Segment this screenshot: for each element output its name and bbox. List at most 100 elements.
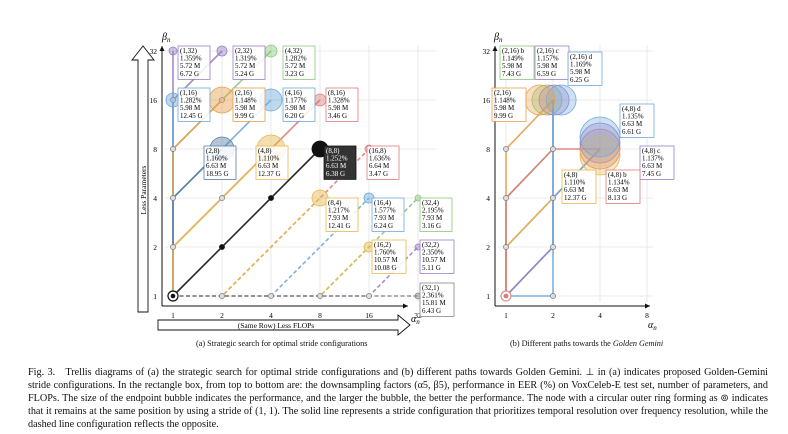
- less-flops-arrow: [157, 314, 411, 336]
- info-box-line: 12.45 G: [180, 112, 203, 120]
- info-box-frame: [203, 145, 237, 180]
- info-box-line: (2,16): [235, 89, 253, 97]
- subcaption-b: (b) Different paths towards the Golden G…: [510, 339, 663, 348]
- info-box-frame: [282, 45, 316, 80]
- path-node-highlight: [268, 195, 274, 201]
- info-box-frame: [419, 282, 455, 317]
- info-box-line: 1.135%: [622, 113, 644, 121]
- info-box-line: 6.25 G: [570, 76, 589, 84]
- less-parameters-arrow: [131, 45, 155, 313]
- path-node: [170, 146, 176, 152]
- info-box-line: 6.63 M: [564, 186, 585, 194]
- info-box-frame: [419, 239, 455, 274]
- info-box-frame: [325, 197, 359, 232]
- x-tick-label: 1: [171, 311, 175, 320]
- y-axis-arrowhead: [492, 46, 498, 51]
- info-box-line: 1.252%: [326, 155, 348, 163]
- x-axis-symbol: αn: [411, 314, 420, 326]
- info-box-line: (2,8): [206, 147, 220, 155]
- info-box-line: 6.63 M: [258, 162, 279, 170]
- info-box-line: 5.24 G: [235, 70, 254, 78]
- info-box-line: 1.148%: [235, 97, 257, 105]
- info-box-line: (32,4): [422, 199, 440, 207]
- info-box-line: 5.72 M: [285, 62, 306, 70]
- y-tick-label: 2: [153, 243, 157, 252]
- info-box-line: 5.98 M: [180, 104, 201, 112]
- info-box-frame: [419, 197, 453, 232]
- info-box-line: 9.99 G: [494, 112, 513, 120]
- info-box-line: (16,4): [374, 199, 392, 207]
- path-node: [219, 195, 225, 201]
- info-box-line: 1.110%: [564, 179, 585, 187]
- path-node: [503, 195, 509, 201]
- info-box-line: 5.72 M: [235, 62, 256, 70]
- y-axis-symbol: βn: [493, 32, 503, 44]
- endpoint-bubble: [579, 134, 621, 176]
- less-flops-label: (Same Row) Less FLOPs: [238, 321, 315, 330]
- info-box-line: (2,32): [235, 47, 253, 55]
- info-box-line: 6.64 M: [369, 162, 390, 170]
- path-node: [170, 97, 176, 103]
- info-box-line: 5.98 M: [285, 104, 306, 112]
- info-box-line: 2.361%: [422, 292, 444, 300]
- endpoint-bubble: [579, 122, 621, 164]
- x-axis-symbol: αn: [648, 320, 657, 332]
- info-box-line: 1.110%: [258, 155, 279, 163]
- info-box-frame: [323, 145, 357, 180]
- info-box-line: 5.98 M: [570, 68, 591, 76]
- info-box-line: 1.636%: [369, 155, 391, 163]
- y-axis-arrowhead: [159, 46, 165, 51]
- info-box-line: 1.160%: [206, 155, 228, 163]
- info-box-frame: [371, 239, 407, 274]
- info-box-line: 6.63 M: [608, 186, 629, 194]
- info-box-line: 1.157%: [537, 55, 559, 63]
- info-box-frame: [177, 87, 211, 122]
- info-box-line: 12.37 G: [258, 170, 281, 178]
- info-box-line: 5.98 M: [235, 104, 256, 112]
- x-tick-label: 1: [504, 311, 508, 320]
- info-box-line: 6.43 G: [422, 307, 441, 315]
- info-box-frame: [232, 45, 266, 80]
- info-box-frame: [325, 87, 359, 122]
- info-box-line: 3.23 G: [285, 70, 304, 78]
- info-box-line: 7.45 G: [642, 170, 661, 178]
- info-box-line: 7.43 G: [502, 70, 521, 78]
- info-box-line: (2,16): [494, 89, 512, 97]
- x-tick-label: 32: [414, 311, 422, 320]
- info-box-line: 2.350%: [422, 249, 444, 257]
- info-box-line: 5.98 M: [537, 62, 558, 70]
- info-box-line: 12.37 G: [564, 194, 587, 202]
- info-box-line: (8,8): [326, 147, 340, 155]
- y-tick-label: 16: [483, 96, 491, 105]
- info-box-line: (32,1): [422, 284, 440, 292]
- origin-node: [503, 293, 509, 299]
- info-box-line: 1.177%: [285, 97, 307, 105]
- path-node: [317, 293, 323, 299]
- info-box-line: 3.16 G: [422, 222, 441, 230]
- endpoint-bubble: [168, 46, 178, 56]
- info-box-line: 5.72 M: [180, 62, 201, 70]
- endpoint-bubble: [524, 84, 556, 116]
- origin-node: [170, 293, 176, 299]
- path-node: [503, 244, 509, 250]
- info-box-line: (16,8): [369, 147, 387, 155]
- info-box-line: 6.72 G: [180, 70, 199, 78]
- info-box-line: (8,4): [328, 199, 342, 207]
- figure-caption: Fig. 3. Trellis diagrams of (a) the stra…: [28, 366, 768, 431]
- endpoint-bubble: [545, 84, 577, 116]
- info-box-line: 7.93 M: [374, 214, 395, 222]
- endpoint-bubble: [579, 128, 621, 170]
- info-box-frame: [534, 45, 570, 80]
- info-box-line: 10.57 M: [374, 256, 399, 264]
- info-box-line: 6.63 M: [622, 120, 643, 128]
- search-path-line: [172, 148, 321, 297]
- endpoint-bubble: [216, 45, 228, 57]
- info-box-line: 10.08 G: [374, 264, 397, 272]
- info-box-line: 8.13 G: [608, 194, 627, 202]
- panel-a-trellis: βn αn 1 2 4 8 16 32 1 2 4 8 16 32 Less Parameters (Same…: [131, 32, 455, 336]
- info-box-line: (4,8) d: [622, 105, 641, 113]
- info-box-frame: [561, 169, 597, 204]
- y-tick-label: 1: [153, 292, 157, 301]
- info-box-line: 6.24 G: [374, 222, 393, 230]
- info-box-line: 9.99 G: [235, 112, 254, 120]
